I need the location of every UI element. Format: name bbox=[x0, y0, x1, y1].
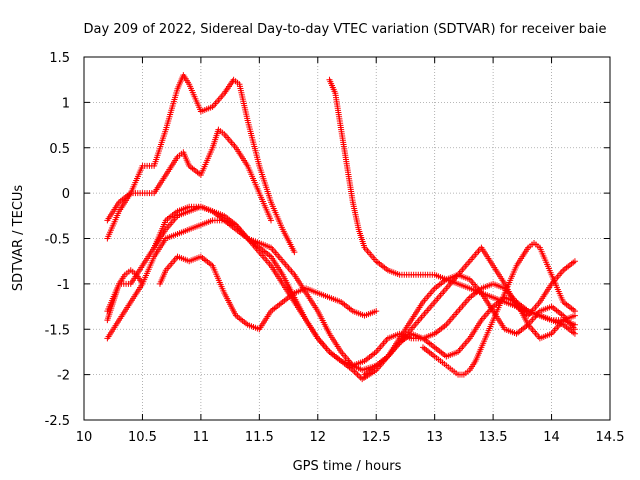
x-tick-label: 14 bbox=[543, 430, 560, 445]
series-sat-i bbox=[361, 244, 578, 378]
data-series bbox=[104, 72, 578, 383]
x-tick-label: 11.5 bbox=[245, 430, 274, 445]
y-tick-label: 1.5 bbox=[49, 51, 70, 66]
y-tick-label: -1 bbox=[57, 278, 70, 293]
grid bbox=[84, 57, 610, 420]
y-axis-title: SDTVAR / TECUs bbox=[11, 185, 26, 292]
data-point bbox=[268, 217, 275, 224]
series-sat-j bbox=[104, 267, 146, 324]
series-sat-a bbox=[104, 72, 298, 256]
series-sat-f bbox=[156, 253, 380, 333]
x-axis-title: GPS time / hours bbox=[293, 459, 402, 474]
y-tick-label: -1.5 bbox=[45, 323, 70, 338]
x-tick-label: 10 bbox=[76, 430, 93, 445]
y-tick-label: 0 bbox=[62, 187, 70, 202]
data-point bbox=[139, 280, 146, 287]
data-point bbox=[291, 249, 298, 256]
x-tick-label: 13 bbox=[426, 430, 443, 445]
y-tick-label: -2.5 bbox=[45, 414, 70, 429]
x-tick-label: 12 bbox=[310, 430, 327, 445]
y-tick-label: -2 bbox=[57, 369, 70, 384]
series-sat-b bbox=[104, 126, 275, 224]
y-tick-label: 1 bbox=[62, 96, 70, 111]
x-tick-label: 10.5 bbox=[128, 430, 157, 445]
data-point bbox=[571, 308, 578, 315]
x-tick-label: 12.5 bbox=[362, 430, 391, 445]
x-tick-label: 14.5 bbox=[596, 430, 625, 445]
data-point bbox=[373, 308, 380, 315]
x-tick-label: 13.5 bbox=[479, 430, 508, 445]
y-tick-label: 0.5 bbox=[49, 142, 70, 157]
data-point bbox=[571, 321, 578, 328]
data-point bbox=[571, 258, 578, 265]
x-tick-label: 11 bbox=[193, 430, 210, 445]
chart-title: Day 209 of 2022, Sidereal Day-to-day VTE… bbox=[84, 22, 607, 37]
axis-ticks: 10 10.5 11 11.5 12 12.5 13 13.5 14 14.51.510.50-0… bbox=[45, 51, 625, 445]
y-tick-label: -0.5 bbox=[45, 233, 70, 248]
